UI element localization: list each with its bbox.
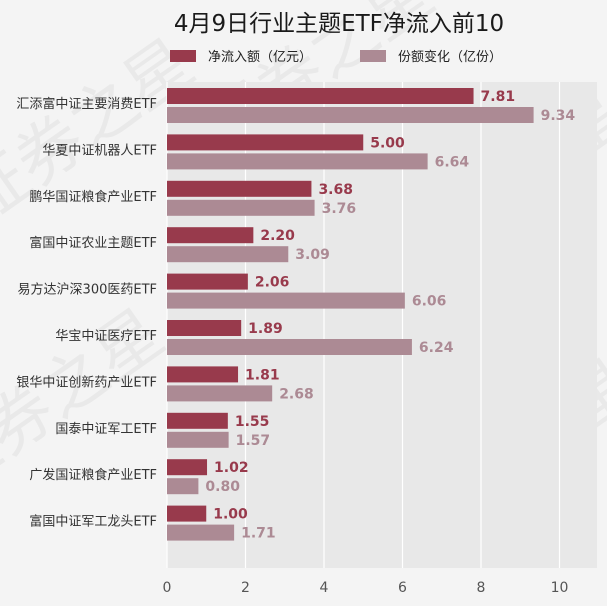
- data-label-series-1: 2.20: [260, 228, 295, 244]
- data-labels: 7.81 9.34 5.00 6.64 3.68 3.76 2.203.09 2.06 6.06…: [205, 89, 575, 542]
- data-label-series-1: 3.68: [318, 182, 353, 198]
- bar-series-2: [167, 107, 534, 123]
- data-label-series-2: 0.80: [205, 479, 240, 495]
- x-tick-label: 0: [163, 580, 172, 596]
- data-label-series-2: 3.76: [322, 201, 357, 217]
- legend-swatch: [170, 50, 196, 62]
- category-labels: 汇添富中证主要消费ETF 华夏中证机器人ETF 鹏华国证粮食产业ETF 富国中证农业主…: [16, 96, 157, 530]
- data-label-series-1: 1.89: [248, 321, 283, 337]
- category-label: 华宝中证医疗ETF: [55, 329, 157, 344]
- data-label-series-2: 6.64: [435, 154, 470, 170]
- legend: 净流入额（亿元） 份额变化（亿份）: [170, 49, 502, 65]
- data-label-series-1: 1.02: [214, 460, 249, 476]
- bar-series-1: [167, 180, 312, 197]
- bar-series-1: [167, 227, 254, 244]
- category-label: 富国中证军工龙头ETF: [29, 514, 157, 530]
- bar-series-1: [167, 505, 207, 522]
- data-label-series-2: 1.71: [241, 526, 276, 542]
- data-label-series-1: 2.06: [255, 275, 290, 291]
- bar-series-1: [167, 459, 208, 476]
- bar-series-1: [167, 88, 474, 104]
- bar-series-1: [167, 273, 248, 290]
- data-label-series-2: 3.09: [295, 247, 330, 263]
- bar-series-1: [167, 412, 228, 429]
- bars: [167, 88, 534, 541]
- category-label: 鹏华国证粮食产业ETF: [29, 189, 157, 205]
- bar-series-2: [167, 199, 315, 216]
- data-label-series-1: 1.00: [213, 507, 248, 523]
- category-label: 汇添富中证主要消费ETF: [16, 96, 157, 112]
- x-tick-labels: 0 2 4 6 8 10: [163, 580, 569, 596]
- legend-label: 净流入额（亿元）: [208, 50, 312, 65]
- data-label-series-2: 2.68: [279, 386, 314, 402]
- bar-series-2: [167, 153, 428, 170]
- data-label-series-2: 1.57: [236, 433, 271, 449]
- bar-series-2: [167, 524, 235, 541]
- legend-swatch: [360, 50, 386, 62]
- category-label: 国泰中证军工ETF: [55, 422, 157, 437]
- bar-series-1: [167, 134, 364, 151]
- category-label: 华夏中证机器人ETF: [42, 143, 157, 158]
- data-label-series-2: 6.06: [412, 294, 447, 310]
- data-label-series-2: 9.34: [541, 108, 576, 124]
- bar-series-2: [167, 385, 273, 402]
- bar-series-1: [167, 320, 242, 336]
- category-label: 易方达沪深300医药ETF: [18, 282, 157, 298]
- x-tick-label: 8: [477, 580, 486, 596]
- bar-series-2: [167, 478, 199, 495]
- bar-series-1: [167, 366, 239, 383]
- bar-series-2: [167, 292, 405, 309]
- bar-series-2: [167, 339, 412, 355]
- bar-series-2: [167, 431, 229, 448]
- bar-series-2: [167, 246, 289, 263]
- data-label-series-1: 7.81: [481, 89, 516, 105]
- category-label: 广发国证粮食产业ETF: [29, 467, 157, 483]
- data-label-series-2: 6.24: [419, 340, 454, 356]
- legend-label: 份额变化（亿份）: [398, 49, 502, 65]
- x-tick-label: 6: [398, 580, 407, 596]
- category-label: 富国中证农业主题ETF: [29, 235, 157, 251]
- data-label-series-1: 5.00: [370, 135, 405, 151]
- x-tick-label: 10: [551, 580, 569, 596]
- x-tick-label: 4: [320, 580, 329, 596]
- data-label-series-1: 1.81: [245, 367, 280, 383]
- data-label-series-1: 1.55: [235, 414, 270, 430]
- category-label: 银华中证创新药产业ETF: [16, 374, 157, 390]
- x-tick-label: 2: [241, 580, 250, 596]
- chart-title: 4月9日行业主题ETF净流入前10: [174, 11, 504, 37]
